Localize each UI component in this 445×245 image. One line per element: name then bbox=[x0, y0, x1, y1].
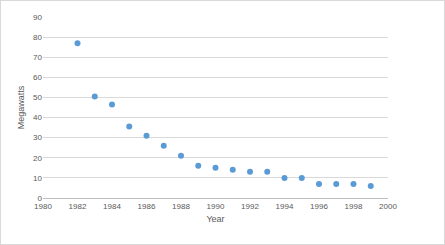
svg-text:1992: 1992 bbox=[241, 202, 259, 211]
svg-text:1990: 1990 bbox=[207, 202, 225, 211]
svg-text:60: 60 bbox=[33, 73, 42, 82]
svg-text:20: 20 bbox=[33, 154, 42, 163]
svg-text:1994: 1994 bbox=[276, 202, 294, 211]
svg-text:50: 50 bbox=[33, 93, 42, 102]
svg-text:1998: 1998 bbox=[345, 202, 363, 211]
svg-text:70: 70 bbox=[33, 53, 42, 62]
svg-text:2000: 2000 bbox=[379, 202, 397, 211]
svg-text:80: 80 bbox=[33, 33, 42, 42]
svg-text:1996: 1996 bbox=[310, 202, 328, 211]
svg-text:30: 30 bbox=[33, 133, 42, 142]
svg-text:1984: 1984 bbox=[103, 202, 121, 211]
svg-text:1986: 1986 bbox=[138, 202, 156, 211]
svg-text:10: 10 bbox=[33, 174, 42, 183]
svg-text:1988: 1988 bbox=[172, 202, 190, 211]
svg-text:Year: Year bbox=[206, 214, 224, 224]
svg-text:90: 90 bbox=[33, 13, 42, 22]
svg-text:0: 0 bbox=[38, 194, 43, 203]
svg-text:1982: 1982 bbox=[69, 202, 87, 211]
svg-text:1980: 1980 bbox=[34, 202, 52, 211]
svg-text:40: 40 bbox=[33, 113, 42, 122]
svg-text:Megawatts: Megawatts bbox=[16, 85, 26, 129]
